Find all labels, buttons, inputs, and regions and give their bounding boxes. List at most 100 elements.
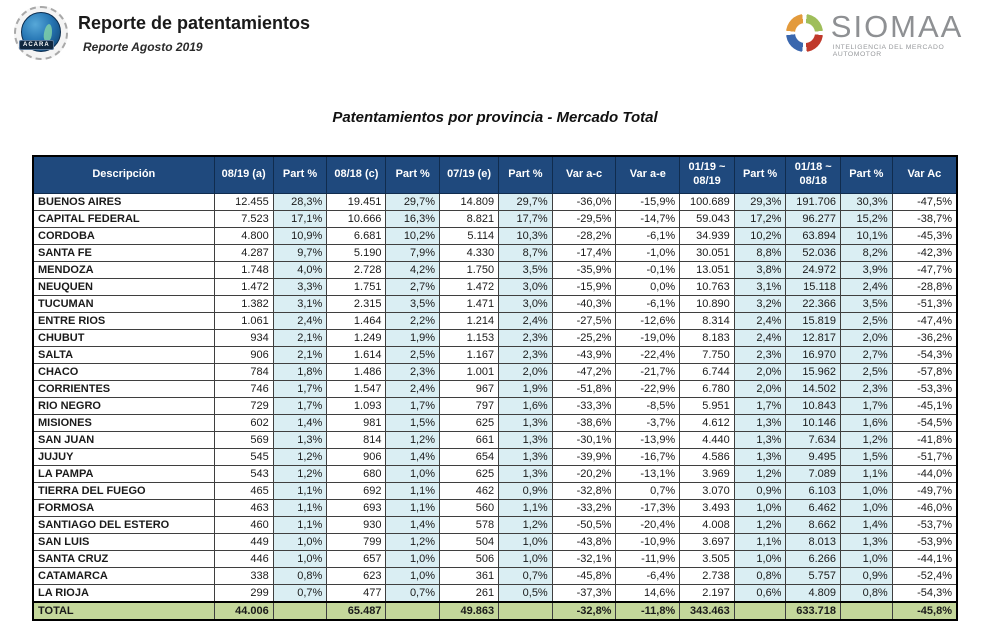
value-cell: 100.689 (679, 192, 735, 211)
value-cell: 1,4% (272, 413, 328, 432)
value-cell: 1,3% (733, 447, 787, 466)
value-cell: 1,7% (385, 396, 441, 415)
value-cell: 560 (439, 498, 500, 517)
province-name: JUJUY (32, 447, 215, 466)
value-cell: 2,2% (385, 311, 441, 330)
province-name: RIO NEGRO (32, 396, 215, 415)
total-row: TOTAL 44.006 65.487 49.863 -32,8% -11,8% 343.4… (32, 600, 958, 620)
value-cell: 602 (213, 413, 274, 432)
value-cell: 2,7% (839, 345, 893, 364)
column-header: Descripción (32, 155, 215, 194)
value-cell: 2.728 (326, 260, 387, 279)
value-cell: 2,5% (839, 311, 893, 330)
value-cell: 3,9% (839, 260, 893, 279)
value-cell: 16.970 (785, 345, 841, 364)
column-header: 08/19 (a) (213, 155, 274, 194)
value-cell: 261 (439, 583, 500, 602)
value-cell: 2,1% (272, 328, 328, 347)
table-row: MISIONES 602 1,4% 981 1,5% 625 1,3% -38,6% -3,7%… (32, 413, 958, 432)
value-cell: 1.464 (326, 311, 387, 330)
value-cell: -21,7% (615, 362, 681, 381)
value-cell: -51,3% (891, 294, 958, 313)
value-cell: 4.800 (213, 226, 274, 245)
value-cell: 8.314 (679, 311, 735, 330)
value-cell: -40,3% (551, 294, 617, 313)
value-cell: -54,3% (891, 345, 958, 364)
value-cell: -28,8% (891, 277, 958, 296)
value-cell: 2.315 (326, 294, 387, 313)
province-name: CORDOBA (32, 226, 215, 245)
table-row: SAN JUAN 569 1,3% 814 1,2% 661 1,3% -30,1% -13,9… (32, 430, 958, 449)
table-row: SALTA 906 2,1% 1.614 2,5% 1.167 2,3% -43,9% -22,… (32, 345, 958, 364)
value-cell: 465 (213, 481, 274, 500)
value-cell: 0,5% (498, 583, 553, 602)
value-cell: 3.070 (679, 481, 735, 500)
value-cell: 462 (439, 481, 500, 500)
table-row: ENTRE RIOS 1.061 2,4% 1.464 2,2% 1.214 2,4% -27… (32, 311, 958, 330)
table-row: TIERRA DEL FUEGO 465 1,1% 692 1,1% 462 0,9% -32… (32, 481, 958, 500)
value-cell: 1,0% (272, 532, 328, 551)
value-cell: 1,7% (733, 396, 787, 415)
value-cell: 4.612 (679, 413, 735, 432)
siomaa-brand-tagline: INTELIGENCIA DEL MERCADO AUTOMOTOR (832, 44, 945, 58)
value-cell: -33,2% (551, 498, 617, 517)
value-cell: 545 (213, 447, 274, 466)
value-cell: 1.249 (326, 328, 387, 347)
value-cell: 10,2% (733, 226, 787, 245)
value-cell: 543 (213, 464, 274, 483)
value-cell: -12,6% (615, 311, 681, 330)
value-cell: 1.614 (326, 345, 387, 364)
value-cell: 4,0% (272, 260, 328, 279)
value-cell: 3,5% (839, 294, 893, 313)
value-cell: 1.001 (439, 362, 500, 381)
value-cell: 449 (213, 532, 274, 551)
value-cell: 8.183 (679, 328, 735, 347)
value-cell: 4.287 (213, 243, 274, 262)
value-cell: 934 (213, 328, 274, 347)
province-name: LA PAMPA (32, 464, 215, 483)
table-row: RIO NEGRO 729 1,7% 1.093 1,7% 797 1,6% -33,3% -8… (32, 396, 958, 415)
value-cell: 0,0% (615, 277, 681, 296)
value-cell: -50,5% (551, 515, 617, 534)
value-cell: 6.103 (785, 481, 841, 500)
column-header: 08/18 (c) (326, 155, 387, 194)
value-cell: -35,9% (551, 260, 617, 279)
value-cell: 693 (326, 498, 387, 517)
value-cell: -3,7% (615, 413, 681, 432)
value-cell: 0,9% (839, 566, 893, 585)
value-cell: -20,4% (615, 515, 681, 534)
value-cell: 14.502 (785, 379, 841, 398)
value-cell: 3,1% (272, 294, 328, 313)
province-name: SALTA (32, 345, 215, 364)
value-cell: 4.809 (785, 583, 841, 602)
value-cell: 1.167 (439, 345, 500, 364)
value-cell: 1,0% (498, 532, 553, 551)
table-row: LA PAMPA 543 1,2% 680 1,0% 625 1,3% -20,2% -13,1… (32, 464, 958, 483)
province-name: MENDOZA (32, 260, 215, 279)
value-cell: 17,1% (272, 209, 328, 228)
table-row: SANTA FE 4.287 9,7% 5.190 7,9% 4.330 8,7% -17,4… (32, 243, 958, 262)
column-header: Part % (272, 155, 328, 194)
value-cell: -14,7% (615, 209, 681, 228)
value-cell: -13,1% (615, 464, 681, 483)
value-cell: 2,0% (733, 379, 787, 398)
value-cell: 12.817 (785, 328, 841, 347)
value-cell: -49,7% (891, 481, 958, 500)
value-cell: 1,3% (498, 447, 553, 466)
value-cell: 2,0% (498, 362, 553, 381)
value-cell: -36,2% (891, 328, 958, 347)
table-row: SAN LUIS 449 1,0% 799 1,2% 504 1,0% -43,8% -10,9… (32, 532, 958, 551)
value-cell: -43,8% (551, 532, 617, 551)
value-cell: 654 (439, 447, 500, 466)
value-cell: 1,3% (733, 413, 787, 432)
value-cell: 569 (213, 430, 274, 449)
value-cell: -32,1% (551, 549, 617, 568)
siomaa-brand-name: SIOMAA (830, 9, 964, 44)
value-cell: 1,2% (498, 515, 553, 534)
value-cell: 1,1% (385, 481, 441, 500)
value-cell: 1,8% (272, 362, 328, 381)
value-cell: 10.890 (679, 294, 735, 313)
value-cell: 1.061 (213, 311, 274, 330)
value-cell: -32,8% (551, 600, 617, 620)
value-cell: 30,3% (839, 192, 893, 211)
